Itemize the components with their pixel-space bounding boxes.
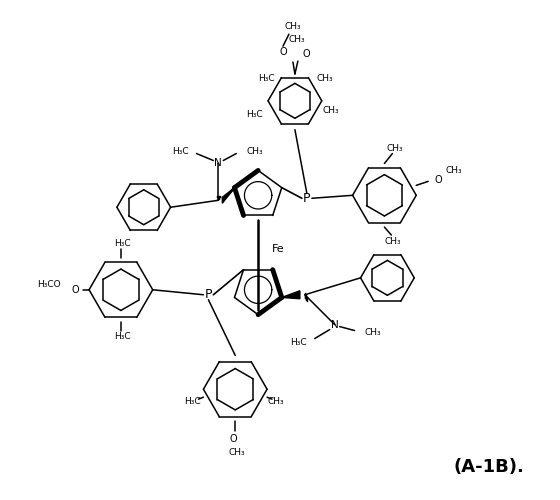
Text: CH₃: CH₃ bbox=[267, 396, 284, 406]
Text: CH₃: CH₃ bbox=[365, 328, 381, 337]
Text: H₃C: H₃C bbox=[115, 332, 131, 341]
Text: CH₃: CH₃ bbox=[284, 22, 301, 31]
Text: CH₃: CH₃ bbox=[386, 144, 403, 153]
Text: O: O bbox=[435, 176, 442, 186]
Text: H₃C: H₃C bbox=[290, 338, 307, 347]
Text: N: N bbox=[214, 158, 222, 168]
Text: P: P bbox=[303, 192, 311, 205]
Text: O: O bbox=[279, 47, 287, 57]
Text: O: O bbox=[230, 434, 237, 444]
Text: CH₃: CH₃ bbox=[446, 166, 463, 175]
Text: CH₃: CH₃ bbox=[246, 147, 263, 156]
Text: CH₃: CH₃ bbox=[317, 74, 333, 84]
Text: O: O bbox=[303, 49, 310, 59]
Text: H₃C: H₃C bbox=[258, 74, 275, 84]
Polygon shape bbox=[222, 188, 235, 204]
Text: (A-1B).: (A-1B). bbox=[454, 458, 524, 476]
Text: H₃CO: H₃CO bbox=[38, 280, 61, 289]
Text: Fe: Fe bbox=[272, 244, 284, 254]
Text: CH₃: CH₃ bbox=[288, 34, 305, 43]
Text: H₃C: H₃C bbox=[115, 238, 131, 248]
Text: H₃C: H₃C bbox=[172, 147, 189, 156]
Text: H₃C: H₃C bbox=[184, 396, 200, 406]
Text: CH₃: CH₃ bbox=[229, 448, 245, 458]
Text: O: O bbox=[72, 285, 79, 295]
Text: N: N bbox=[331, 320, 339, 330]
Text: H₃C: H₃C bbox=[246, 110, 263, 120]
Text: P: P bbox=[204, 288, 212, 301]
Text: CH₃: CH₃ bbox=[384, 236, 401, 246]
Polygon shape bbox=[282, 291, 300, 298]
Text: CH₃: CH₃ bbox=[323, 106, 339, 116]
